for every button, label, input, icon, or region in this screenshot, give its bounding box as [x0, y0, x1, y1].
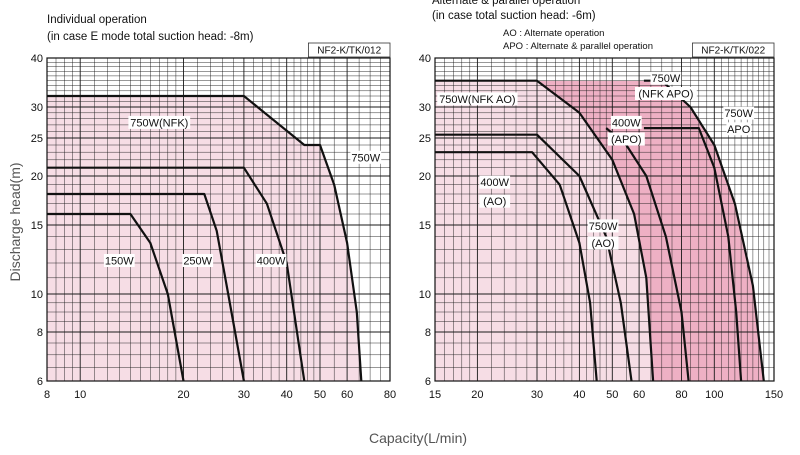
right-chart-title: Alternate & parallel operation	[432, 0, 580, 7]
right-x-tick-label: 50	[606, 389, 618, 401]
right-curve-label-bg	[479, 194, 511, 208]
right-curve-label: (AO)	[591, 238, 614, 250]
right-x-tick-label: 30	[531, 389, 543, 401]
y-axis-label: Discharge head(m)	[7, 162, 23, 281]
left-curve-label-bg	[103, 254, 135, 267]
left-frame	[46, 57, 391, 382]
left-curve-label: 750W	[351, 152, 380, 164]
left-curve-label-bg	[350, 150, 382, 164]
left-curve-label-bg	[128, 115, 191, 129]
right-y-tick-label: 10	[419, 289, 431, 301]
right-chart-note-ao: AO : Alternate operation	[503, 28, 604, 39]
right-frame	[434, 57, 775, 382]
left-x-tick-label: 8	[44, 389, 50, 401]
left-curve-label: 150W	[105, 256, 134, 268]
right-curve-label-bg	[610, 115, 642, 129]
right-curve-label: 750W	[589, 221, 618, 233]
right-curve-label-bg	[479, 175, 511, 189]
left-x-tick-label: 40	[281, 389, 293, 401]
left-curve-400w	[47, 166, 306, 382]
left-curve-750w-nfk-	[47, 94, 363, 382]
left-x-tick-label: 50	[314, 389, 326, 401]
right-x-tick-label: 150	[765, 389, 783, 401]
left-chart-subtitle: (in case E mode total suction head: -8m)	[47, 31, 254, 43]
left-y-tick-label: 20	[31, 171, 43, 183]
left-y-tick-label: 10	[31, 289, 43, 301]
left-curve-label: 250W	[183, 256, 212, 268]
right-x-tick-label: 60	[633, 389, 645, 401]
right-curve-label: 400W	[612, 117, 641, 129]
right-curve-label: 400W	[480, 177, 509, 189]
right-x-tick-label: 20	[471, 389, 483, 401]
left-curve-label: 750W(NFK)	[130, 117, 188, 129]
right-apo-area	[537, 80, 764, 381]
left-x-tick-label: 60	[341, 389, 353, 401]
right-curve-label: (NFK APO)	[638, 89, 693, 101]
right-y-tick-label: 40	[419, 53, 431, 65]
right-x-tick-label: 100	[705, 389, 723, 401]
left-curve-150w	[47, 212, 185, 382]
right-curve-750w-apo-	[643, 127, 743, 382]
left-y-tick-label: 40	[31, 53, 43, 65]
left-chart-title: Individual operation	[47, 14, 147, 26]
right-chart-subtitle: (in case total suction head: -6m)	[432, 10, 596, 22]
right-x-tick-label: 40	[573, 389, 585, 401]
right-y-tick-label: 25	[419, 133, 431, 145]
left-curve-label-bg	[255, 254, 287, 267]
right-curve-label: (APO)	[611, 134, 642, 146]
right-chart-note-apo: APO : Alternate & parallel operation	[503, 41, 653, 52]
left-x-tick-label: 30	[238, 389, 250, 401]
right-curve-label-bg	[587, 236, 619, 250]
right-curve-750w-nfk-ao-	[435, 79, 655, 382]
left-y-tick-label: 25	[31, 133, 43, 145]
right-curve-label: APO	[727, 124, 751, 136]
right-curve-label-bg	[650, 71, 682, 85]
right-curve-label: 750W(NFK AO)	[439, 94, 515, 106]
left-y-tick-label: 6	[37, 376, 43, 388]
right-curve-label-bg	[723, 106, 755, 120]
left-curve-label-bg	[182, 254, 214, 267]
right-curve-label-bg	[635, 87, 697, 100]
right-y-tick-label: 6	[425, 376, 431, 388]
left-x-tick-label: 10	[74, 389, 86, 401]
right-curve-750w-ao-	[435, 133, 633, 382]
right-curve-400w-ao-	[435, 151, 598, 382]
right-curve-label-bg	[607, 132, 645, 146]
left-curve-label: 400W	[257, 256, 286, 268]
right-curve-label-bg	[726, 122, 751, 136]
right-curve-label: (AO)	[483, 196, 506, 208]
right-y-tick-label: 15	[419, 220, 431, 232]
left-y-tick-label: 15	[31, 220, 43, 232]
left-curve-250w	[47, 192, 245, 382]
left-x-tick-label: 20	[177, 389, 189, 401]
left-model-box	[307, 42, 391, 58]
right-model-box	[692, 42, 775, 58]
x-axis-label: Capacity(L/min)	[369, 430, 467, 446]
right-x-tick-label: 80	[675, 389, 687, 401]
left-model-label: NF2-K/TK/012	[317, 46, 381, 57]
right-curve-label-bg	[587, 219, 619, 233]
left-y-tick-label: 8	[37, 327, 43, 339]
right-model-label: NF2-K/TK/022	[701, 46, 765, 57]
right-curve-label: 750W	[724, 108, 753, 120]
right-y-tick-label: 30	[419, 102, 431, 114]
right-x-tick-label: 15	[429, 389, 441, 401]
right-curve-label-bg	[437, 92, 518, 106]
left-x-tick-label: 80	[384, 389, 396, 401]
right-y-tick-label: 20	[419, 171, 431, 183]
right-curve-label: 750W	[652, 73, 681, 85]
right-ao-area	[435, 80, 654, 381]
left-y-tick-label: 30	[31, 102, 43, 114]
right-y-tick-label: 8	[425, 327, 431, 339]
